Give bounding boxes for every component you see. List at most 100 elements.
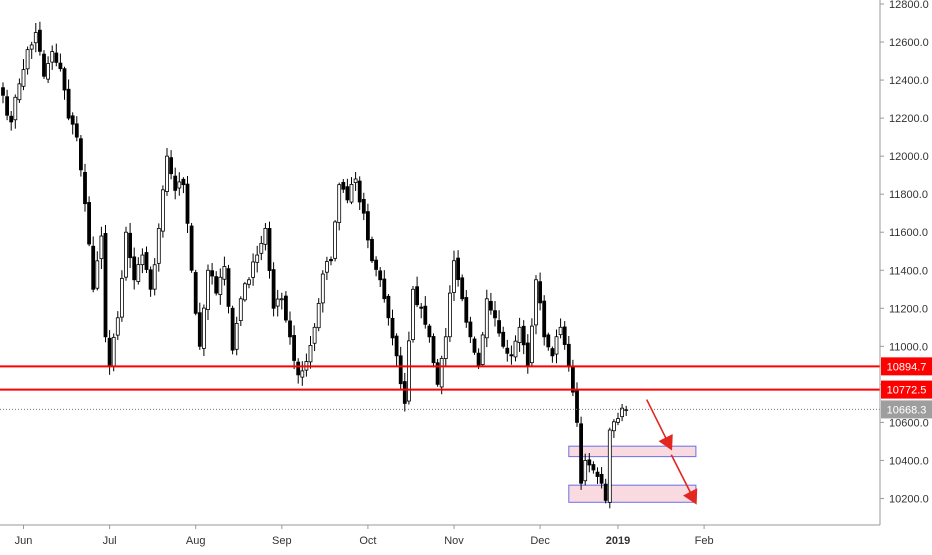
support-zone-2 xyxy=(568,484,697,503)
candle-body xyxy=(144,252,149,270)
candle-body xyxy=(497,320,502,334)
candle-body xyxy=(370,239,374,262)
candle-body xyxy=(62,68,67,91)
candle-body xyxy=(439,358,444,388)
candle-body xyxy=(365,211,370,241)
candle-body xyxy=(616,418,620,423)
candle-body xyxy=(603,483,608,501)
candle-body xyxy=(538,281,542,304)
candle-body xyxy=(226,268,231,307)
candle-body xyxy=(599,473,604,484)
candle-body xyxy=(33,32,38,44)
candle-body xyxy=(214,276,219,294)
candle-body xyxy=(443,336,448,359)
candle-body xyxy=(140,254,145,266)
candle-body xyxy=(607,429,612,503)
candle-body xyxy=(591,464,596,471)
y-tick-label: 11400.0 xyxy=(889,265,928,277)
candle-body xyxy=(624,409,629,411)
candle-body xyxy=(156,228,161,264)
last-price-badge: 10668.3 xyxy=(887,404,927,416)
candle-body xyxy=(493,310,497,319)
candle-body xyxy=(169,157,174,175)
candle-body xyxy=(263,228,268,245)
level-badge-1: 10894.7 xyxy=(887,361,927,373)
candle-body xyxy=(341,182,346,190)
candle-body xyxy=(115,317,120,336)
x-tick-label: Jun xyxy=(15,535,33,547)
candle-body xyxy=(476,352,481,366)
candle-body xyxy=(275,298,280,307)
candle-body xyxy=(554,336,559,355)
x-tick-label: Feb xyxy=(695,535,714,547)
candle-body xyxy=(415,286,420,306)
candle-body xyxy=(525,342,530,366)
candle-body xyxy=(234,323,239,350)
y-tick-label: 10400.0 xyxy=(889,455,929,467)
y-tick-label: 10600.0 xyxy=(889,417,929,429)
x-tick-label: Oct xyxy=(359,535,376,547)
candle-body xyxy=(21,69,26,87)
candle-body xyxy=(107,337,112,366)
candle-body xyxy=(337,184,342,223)
candle-body xyxy=(480,334,485,365)
candle-body xyxy=(357,180,362,203)
candle-body xyxy=(222,266,227,280)
candle-body xyxy=(128,232,133,259)
candle-body xyxy=(242,283,247,301)
candle-body xyxy=(148,269,153,290)
candle-body xyxy=(218,276,223,296)
candle-body xyxy=(201,307,206,349)
y-tick-label: 12800.0 xyxy=(889,0,929,11)
candle-body xyxy=(406,340,411,402)
candle-body xyxy=(279,298,284,301)
candle-body xyxy=(259,243,264,254)
forecast-arrow-2 xyxy=(670,454,698,505)
candle-body xyxy=(189,225,194,271)
candle-body xyxy=(132,256,137,281)
candle-body xyxy=(251,261,256,278)
candle-body xyxy=(99,235,104,260)
candle-body xyxy=(390,317,395,339)
candle-body xyxy=(292,335,297,361)
candle-body xyxy=(423,305,428,325)
candle-body xyxy=(312,326,317,344)
candle-body xyxy=(1,87,5,96)
y-tick-label: 11200.0 xyxy=(889,303,928,315)
x-tick-label: 2019 xyxy=(606,535,630,547)
candle-body xyxy=(460,277,465,300)
candle-body xyxy=(550,348,555,357)
candle-body xyxy=(197,312,202,347)
candle-body xyxy=(345,186,350,201)
candle-body xyxy=(566,343,571,366)
candle-body xyxy=(542,300,547,338)
candle-body xyxy=(103,233,108,338)
candle-body xyxy=(316,303,321,329)
candle-body xyxy=(296,361,301,376)
candle-body xyxy=(283,295,288,321)
candle-body xyxy=(329,259,333,262)
forecast-arrow-1 xyxy=(645,399,673,451)
candle-body xyxy=(83,171,87,205)
candle-body xyxy=(5,96,9,116)
candle-body xyxy=(468,321,473,338)
candle-body xyxy=(54,52,59,63)
x-tick-label: Nov xyxy=(444,535,464,547)
candle-body xyxy=(17,83,22,101)
candle-body xyxy=(534,279,538,326)
candle-body xyxy=(165,155,169,192)
y-tick-label: 10200.0 xyxy=(889,493,929,505)
candle-body xyxy=(353,178,358,184)
support-zone-1 xyxy=(568,445,697,458)
candle-body xyxy=(378,270,383,281)
y-tick-label: 11000.0 xyxy=(889,341,928,353)
x-tick-label: Dec xyxy=(530,535,550,547)
candle-body xyxy=(308,344,313,363)
candle-body xyxy=(447,292,452,338)
candle-body xyxy=(431,336,436,364)
candle-body xyxy=(58,62,63,70)
candle-body xyxy=(612,421,616,432)
candle-body xyxy=(177,181,182,189)
candle-body xyxy=(247,279,251,285)
